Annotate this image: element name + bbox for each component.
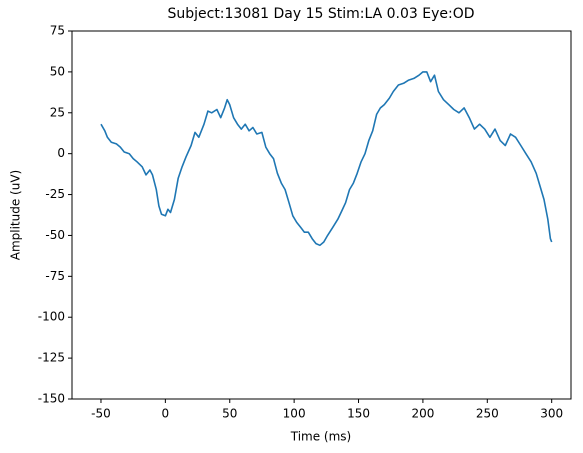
- y-tick-label: 75: [50, 24, 65, 38]
- y-tick-label: -150: [38, 392, 65, 406]
- y-tick-label: 25: [50, 105, 65, 119]
- x-tick-label: 300: [540, 407, 563, 421]
- y-tick-label: 50: [50, 64, 65, 78]
- y-tick-label: -100: [38, 310, 65, 324]
- y-tick-label: -75: [45, 269, 65, 283]
- x-tick-label: 200: [411, 407, 434, 421]
- x-tick-label: 0: [162, 407, 170, 421]
- y-tick-label: -125: [38, 351, 65, 365]
- y-tick-label: 0: [57, 146, 65, 160]
- x-tick-label: 100: [283, 407, 306, 421]
- y-tick-label: -25: [45, 187, 65, 201]
- y-axis-label: Amplitude (uV): [9, 170, 23, 261]
- x-tick-label: -50: [91, 407, 111, 421]
- plot-frame: [71, 30, 572, 400]
- x-tick-label: 250: [476, 407, 499, 421]
- data-line: [100, 71, 553, 247]
- x-tick-label: 50: [222, 407, 237, 421]
- x-tick-label: 150: [347, 407, 370, 421]
- y-tick-label: -50: [45, 228, 65, 242]
- chart-title: Subject:13081 Day 15 Stim:LA 0.03 Eye:OD: [167, 6, 474, 22]
- x-axis-label: Time (ms): [290, 430, 352, 444]
